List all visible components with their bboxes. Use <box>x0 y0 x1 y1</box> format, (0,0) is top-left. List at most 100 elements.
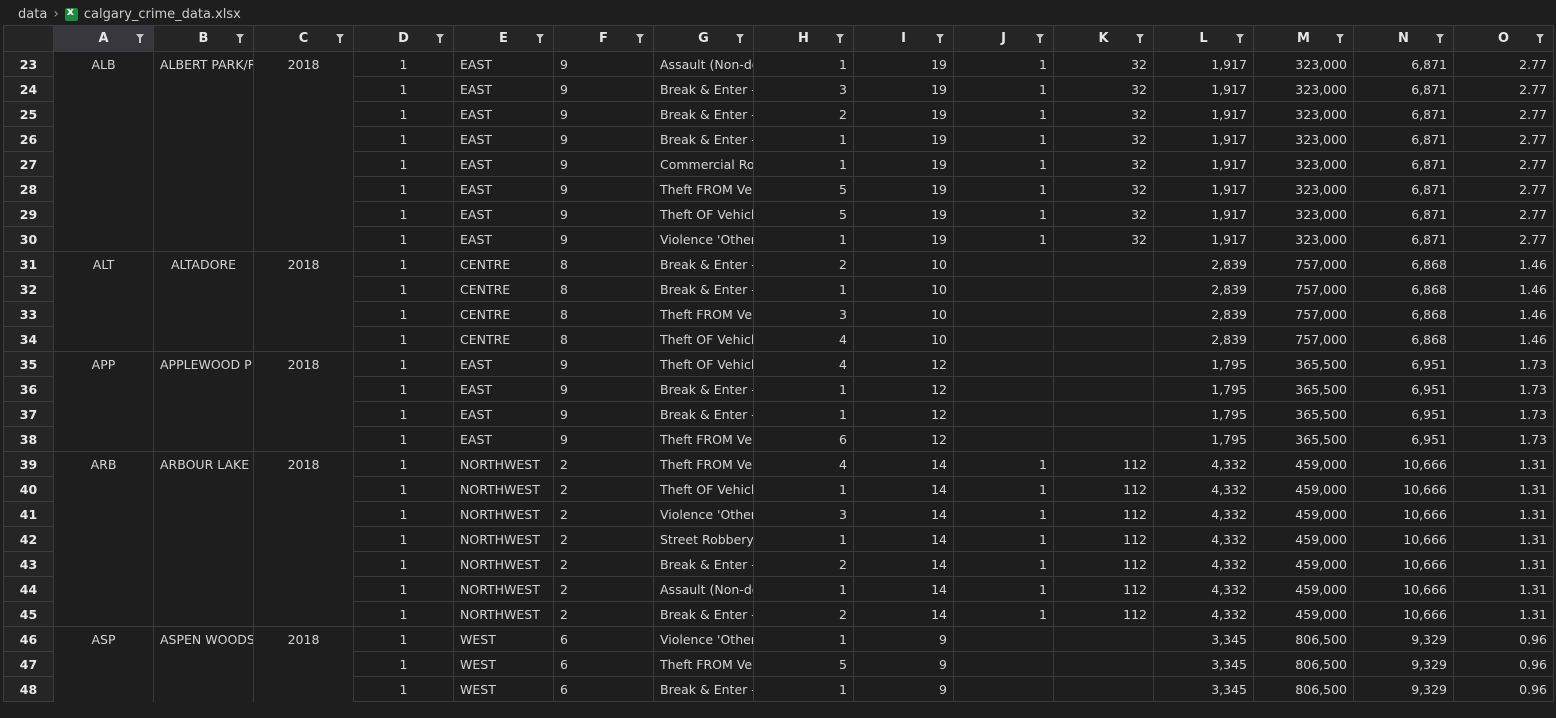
cell-b[interactable]: ASPEN WOODS <box>153 626 254 652</box>
cell-g[interactable]: Theft OF Vehicle <box>653 351 754 377</box>
column-header-c[interactable]: C <box>253 25 354 52</box>
cell-n[interactable]: 6,868 <box>1353 301 1454 327</box>
cell-d[interactable]: 1 <box>353 126 454 152</box>
row-number[interactable]: 37 <box>3 401 54 427</box>
cell-j[interactable] <box>953 426 1054 452</box>
cell-o[interactable]: 1.73 <box>1453 376 1554 402</box>
cell-m[interactable]: 323,000 <box>1253 51 1354 77</box>
cell-c[interactable] <box>253 426 354 452</box>
cell-g[interactable]: Commercial Rob <box>653 151 754 177</box>
cell-e[interactable]: EAST <box>453 101 554 127</box>
cell-n[interactable]: 9,329 <box>1353 676 1454 702</box>
cell-a[interactable] <box>53 601 154 627</box>
cell-m[interactable]: 459,000 <box>1253 451 1354 477</box>
cell-m[interactable]: 459,000 <box>1253 601 1354 627</box>
cell-o[interactable]: 2.77 <box>1453 126 1554 152</box>
cell-a[interactable] <box>53 676 154 702</box>
filter-icon[interactable] <box>936 34 944 43</box>
cell-c[interactable] <box>253 301 354 327</box>
cell-g[interactable]: Theft OF Vehicle <box>653 476 754 502</box>
cell-a[interactable] <box>53 226 154 252</box>
cell-l[interactable]: 4,332 <box>1153 476 1254 502</box>
cell-b[interactable] <box>153 576 254 602</box>
cell-a[interactable] <box>53 101 154 127</box>
cell-g[interactable]: Theft OF Vehicle <box>653 201 754 227</box>
cell-c[interactable] <box>253 76 354 102</box>
breadcrumb-folder[interactable]: data <box>18 6 48 22</box>
cell-l[interactable]: 2,839 <box>1153 326 1254 352</box>
cell-e[interactable]: CENTRE <box>453 251 554 277</box>
cell-f[interactable]: 9 <box>553 426 654 452</box>
cell-f[interactable]: 8 <box>553 251 654 277</box>
cell-b[interactable]: APPLEWOOD P <box>153 351 254 377</box>
cell-g[interactable]: Break & Enter - D <box>653 101 754 127</box>
cell-a[interactable] <box>53 326 154 352</box>
cell-a[interactable] <box>53 501 154 527</box>
cell-d[interactable]: 1 <box>353 251 454 277</box>
cell-k[interactable]: 112 <box>1053 501 1154 527</box>
cell-l[interactable]: 1,795 <box>1153 401 1254 427</box>
cell-d[interactable]: 1 <box>353 676 454 702</box>
cell-e[interactable]: EAST <box>453 76 554 102</box>
cell-h[interactable]: 1 <box>753 626 854 652</box>
cell-b[interactable] <box>153 426 254 452</box>
cell-m[interactable]: 323,000 <box>1253 201 1354 227</box>
cell-d[interactable]: 1 <box>353 576 454 602</box>
cell-j[interactable]: 1 <box>953 226 1054 252</box>
cell-n[interactable]: 10,666 <box>1353 501 1454 527</box>
cell-c[interactable]: 2018 <box>253 626 354 652</box>
cell-h[interactable]: 2 <box>753 551 854 577</box>
cell-h[interactable]: 2 <box>753 251 854 277</box>
cell-j[interactable]: 1 <box>953 451 1054 477</box>
cell-o[interactable]: 1.31 <box>1453 476 1554 502</box>
cell-a[interactable] <box>53 151 154 177</box>
cell-d[interactable]: 1 <box>353 626 454 652</box>
row-number[interactable]: 45 <box>3 601 54 627</box>
cell-h[interactable]: 1 <box>753 476 854 502</box>
cell-n[interactable]: 6,951 <box>1353 401 1454 427</box>
cell-e[interactable]: EAST <box>453 351 554 377</box>
cell-k[interactable]: 112 <box>1053 526 1154 552</box>
cell-e[interactable]: EAST <box>453 151 554 177</box>
cell-m[interactable]: 323,000 <box>1253 151 1354 177</box>
cell-n[interactable]: 6,951 <box>1353 376 1454 402</box>
cell-j[interactable]: 1 <box>953 51 1054 77</box>
cell-i[interactable]: 14 <box>853 501 954 527</box>
cell-g[interactable]: Break & Enter - O <box>653 401 754 427</box>
cell-a[interactable]: ALB <box>53 51 154 77</box>
cell-n[interactable]: 6,871 <box>1353 51 1454 77</box>
cell-n[interactable]: 6,871 <box>1353 76 1454 102</box>
cell-i[interactable]: 10 <box>853 276 954 302</box>
row-number[interactable]: 36 <box>3 376 54 402</box>
cell-j[interactable]: 1 <box>953 576 1054 602</box>
cell-i[interactable]: 14 <box>853 476 954 502</box>
cell-d[interactable]: 1 <box>353 176 454 202</box>
cell-n[interactable]: 6,871 <box>1353 201 1454 227</box>
cell-a[interactable]: ASP <box>53 626 154 652</box>
cell-f[interactable]: 2 <box>553 551 654 577</box>
cell-m[interactable]: 459,000 <box>1253 526 1354 552</box>
cell-o[interactable]: 2.77 <box>1453 176 1554 202</box>
cell-d[interactable]: 1 <box>353 326 454 352</box>
cell-d[interactable]: 1 <box>353 151 454 177</box>
cell-d[interactable]: 1 <box>353 476 454 502</box>
column-header-g[interactable]: G <box>653 25 754 52</box>
cell-i[interactable]: 19 <box>853 176 954 202</box>
cell-n[interactable]: 6,868 <box>1353 251 1454 277</box>
cell-b[interactable] <box>153 501 254 527</box>
cell-c[interactable] <box>253 676 354 702</box>
cell-c[interactable] <box>253 651 354 677</box>
cell-g[interactable]: Break & Enter - C <box>653 76 754 102</box>
cell-h[interactable]: 5 <box>753 176 854 202</box>
cell-f[interactable]: 9 <box>553 76 654 102</box>
cell-n[interactable]: 10,666 <box>1353 526 1454 552</box>
cell-k[interactable]: 32 <box>1053 101 1154 127</box>
column-header-n[interactable]: N <box>1353 25 1454 52</box>
cell-h[interactable]: 1 <box>753 526 854 552</box>
cell-i[interactable]: 10 <box>853 251 954 277</box>
cell-l[interactable]: 4,332 <box>1153 551 1254 577</box>
cell-g[interactable]: Theft FROM Veh <box>653 426 754 452</box>
cell-e[interactable]: NORTHWEST <box>453 526 554 552</box>
cell-j[interactable]: 1 <box>953 126 1054 152</box>
cell-c[interactable] <box>253 226 354 252</box>
